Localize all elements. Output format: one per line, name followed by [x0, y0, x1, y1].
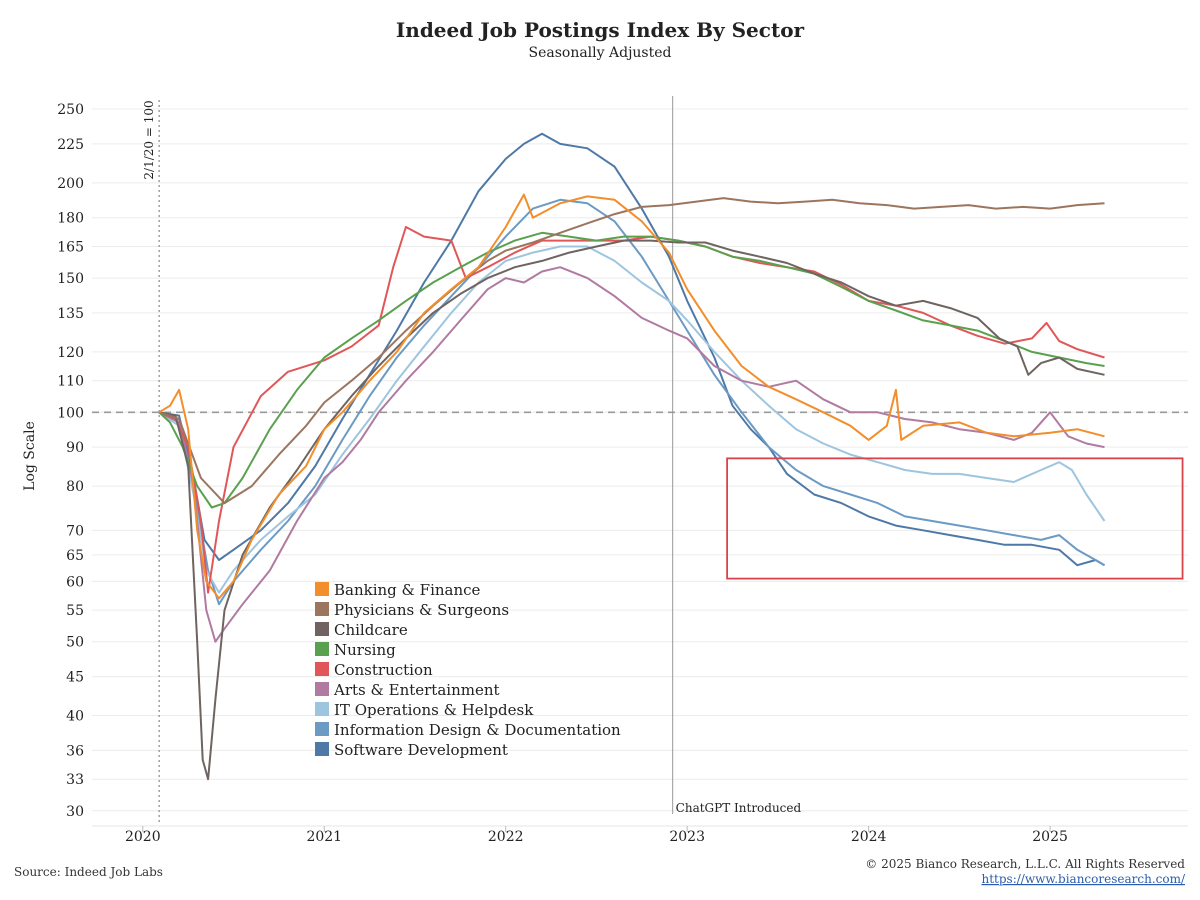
- y-tick-label: 65: [66, 548, 84, 564]
- series-line-arts-entertainment: [158, 266, 1105, 643]
- y-tick-label: 36: [66, 743, 84, 759]
- series-line-childcare: [158, 239, 1105, 781]
- legend-label: Physicians & Surgeons: [334, 601, 509, 619]
- legend-swatch: [315, 682, 329, 696]
- legend-label: Construction: [334, 661, 433, 679]
- series-line-physicians-surgeons: [158, 197, 1105, 505]
- x-tick-label: 2025: [1032, 829, 1068, 845]
- legend-label: IT Operations & Helpdesk: [334, 701, 534, 719]
- y-tick-label: 120: [57, 345, 84, 361]
- source-note: Source: Indeed Job Labs: [14, 865, 163, 879]
- chart-title: Indeed Job Postings Index By Sector: [396, 18, 805, 42]
- legend-swatch: [315, 722, 329, 736]
- y-tick-label: 50: [66, 635, 84, 651]
- series-line-software-development: [158, 132, 1106, 567]
- series-line-nursing: [158, 231, 1105, 509]
- legend-swatch: [315, 602, 329, 616]
- series-line-information-design-documentation: [158, 198, 1106, 606]
- y-axis-ticks: 30 33 36 40 45 50 55 60 65 70 80 90 100 110 120 135 150 1…: [57, 102, 84, 820]
- series-lines: [158, 132, 1106, 781]
- legend-swatch: [315, 622, 329, 636]
- x-tick-label: 2024: [851, 829, 887, 845]
- legend-label: Software Development: [334, 741, 508, 759]
- legend: Banking & Finance Physicians & Surgeons Ch…: [315, 581, 621, 759]
- website-link[interactable]: https://www.biancoresearch.com/: [981, 872, 1185, 886]
- legend-swatch: [315, 742, 329, 756]
- y-tick-label: 45: [66, 670, 84, 686]
- series-line-banking-finance: [158, 193, 1105, 600]
- y-tick-label: 200: [57, 176, 84, 192]
- y-tick-label: 60: [66, 574, 84, 590]
- base-date-annotation: 2/1/20 = 100: [142, 100, 156, 179]
- y-tick-label: 150: [57, 271, 84, 287]
- y-tick-label: 80: [66, 479, 84, 495]
- y-tick-label: 70: [66, 523, 84, 539]
- series-line-it-operations-helpdesk: [158, 245, 1106, 594]
- legend-swatch: [315, 702, 329, 716]
- y-tick-label: 55: [66, 603, 84, 619]
- y-tick-label: 250: [57, 102, 84, 118]
- gridlines: [92, 108, 1188, 827]
- legend-label: Nursing: [334, 641, 396, 659]
- y-tick-label: 165: [57, 240, 84, 256]
- legend-label: Banking & Finance: [334, 581, 481, 599]
- y-tick-label: 90: [66, 440, 84, 456]
- y-axis-label: Log Scale: [22, 421, 38, 491]
- y-tick-label: 110: [57, 374, 84, 390]
- x-tick-label: 2022: [488, 829, 524, 845]
- legend-swatch: [315, 642, 329, 656]
- x-tick-label: 2021: [306, 829, 342, 845]
- y-tick-label: 30: [66, 804, 84, 820]
- y-tick-label: 180: [57, 211, 84, 227]
- copyright-note: © 2025 Bianco Research, L.L.C. All Right…: [865, 857, 1185, 871]
- legend-label: Arts & Entertainment: [333, 681, 500, 699]
- legend-swatch: [315, 582, 329, 596]
- legend-label: Information Design & Documentation: [334, 721, 621, 739]
- highlight-box: [726, 457, 1184, 580]
- y-tick-label: 100: [57, 405, 84, 421]
- x-tick-label: 2023: [669, 829, 705, 845]
- legend-label: Childcare: [334, 621, 408, 639]
- y-tick-label: 135: [57, 306, 84, 322]
- chatgpt-annotation: ChatGPT Introduced: [676, 801, 802, 815]
- y-tick-label: 40: [66, 709, 84, 725]
- chart-subtitle: Seasonally Adjusted: [528, 45, 671, 61]
- y-tick-label: 33: [66, 772, 84, 788]
- x-tick-label: 2020: [125, 829, 161, 845]
- x-axis-ticks: 2020 2021 2022 2023 2024 2025: [125, 826, 1068, 845]
- y-tick-label: 225: [57, 137, 84, 153]
- legend-swatch: [315, 662, 329, 676]
